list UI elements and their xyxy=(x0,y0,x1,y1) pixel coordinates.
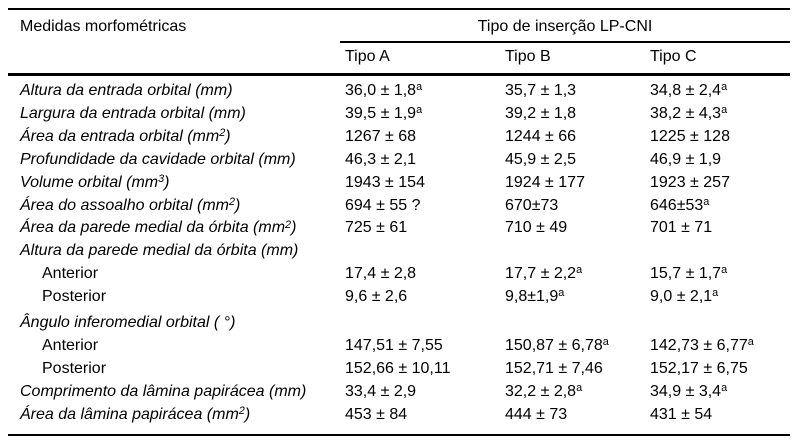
table-row: Posterior 152,66 ± 10,11 152,71 ± 7,46 152,… xyxy=(8,358,790,381)
table-group-row: Altura da parede medial da órbita (mm) xyxy=(8,240,790,263)
row-label: Área da lâmina papirácea (mm2) xyxy=(20,404,251,423)
row-label: Volume orbital (mm3) xyxy=(20,172,170,191)
value-cell-tipo-c: 15,7 ± 1,7a xyxy=(650,264,728,283)
row-label: Posterior xyxy=(42,288,107,306)
table-row: Área da lâmina papirácea (mm2) 453 ± 84 44… xyxy=(8,404,790,435)
header-row-subcolumns: Tipo A Tipo B Tipo C xyxy=(8,42,791,76)
table-row: Comprimento da lâmina papirácea (mm) 33,4… xyxy=(8,381,790,404)
table-row: Anterior 147,51 ± 7,55 150,87 ± 6,78a 142,7… xyxy=(8,335,790,358)
value-cell-tipo-b xyxy=(500,309,645,335)
value-cell-tipo-b: 17,7 ± 2,2a xyxy=(505,264,583,283)
value-cell-tipo-b: 710 ± 49 xyxy=(505,219,568,237)
table-row: Área da entrada orbital (mm2) 1267 ± 68 12… xyxy=(8,126,790,149)
row-label: Altura da parede medial da órbita (mm) xyxy=(20,242,299,260)
value-cell-tipo-c: 34,8 ± 2,4a xyxy=(650,81,728,99)
value-cell-tipo-a: 725 ± 61 xyxy=(345,219,408,237)
value-cell-tipo-a: 9,6 ± 2,6 xyxy=(345,288,408,306)
value-cell-tipo-a xyxy=(340,240,500,263)
value-cell-tipo-a xyxy=(340,309,500,335)
row-label: Posterior xyxy=(42,359,107,377)
value-cell-tipo-c: 152,17 ± 6,75 xyxy=(650,359,748,377)
table-body: Altura da entrada orbital (mm) 36,0 ± 1,8… xyxy=(8,75,790,435)
row-label: Altura da entrada orbital (mm) xyxy=(20,82,233,99)
value-cell-tipo-b: 39,2 ± 1,8 xyxy=(505,104,577,122)
table-row: Volume orbital (mm3) 1943 ± 154 1924 ± 177… xyxy=(8,172,790,195)
value-cell-tipo-b: 9,8±1,9a xyxy=(505,287,565,306)
morphometric-measures-table: Medidas morfométricas Tipo de inserção L… xyxy=(8,8,791,436)
table-row: Anterior 17,4 ± 2,8 17,7 ± 2,2a 15,7 ± 1,7a xyxy=(8,263,790,286)
value-cell-tipo-a: 36,0 ± 1,8a xyxy=(345,81,423,99)
table-row: Posterior 9,6 ± 2,6 9,8±1,9a 9,0 ± 2,1a xyxy=(8,286,790,309)
row-label: Anterior xyxy=(42,336,99,354)
column-header-tipo-c: Tipo C xyxy=(645,42,791,76)
row-label: Área do assoalho orbital (mm2) xyxy=(20,195,241,214)
row-label: Largura da entrada orbital (mm) xyxy=(20,104,246,122)
value-cell-tipo-a: 39,5 ± 1,9a xyxy=(345,104,423,122)
value-cell-tipo-b: 670±73 xyxy=(505,196,559,214)
column-header-measures: Medidas morfométricas xyxy=(8,9,340,76)
value-cell-tipo-b: 152,71 ± 7,46 xyxy=(505,359,603,377)
value-cell-tipo-a: 453 ± 84 xyxy=(345,405,408,423)
header-row-main: Medidas morfométricas Tipo de inserção L… xyxy=(8,9,791,76)
row-label: Profundidade da cavidade orbital (mm) xyxy=(20,150,296,168)
value-cell-tipo-b: 1244 ± 66 xyxy=(505,127,577,145)
value-cell-tipo-c: 1923 ± 257 xyxy=(650,173,730,191)
value-cell-tipo-a: 1943 ± 154 xyxy=(345,173,425,191)
value-cell-tipo-c: 431 ± 54 xyxy=(650,405,713,423)
value-cell-tipo-b: 32,2 ± 2,8a xyxy=(505,381,583,400)
row-label: Área da parede medial da órbita (mm2) xyxy=(20,218,297,237)
row-label: Área da entrada orbital (mm2) xyxy=(20,126,231,145)
value-cell-tipo-a: 152,66 ± 10,11 xyxy=(345,359,451,377)
value-cell-tipo-b: 1924 ± 177 xyxy=(505,173,585,191)
table-row: Área do assoalho orbital (mm2) 694 ± 55 ?… xyxy=(8,195,790,218)
value-cell-tipo-b: 150,87 ± 6,78a xyxy=(505,336,609,354)
value-cell-tipo-b: 45,9 ± 2,5 xyxy=(505,150,577,168)
row-label: Ângulo inferomedial orbital ( °) xyxy=(20,314,236,332)
value-cell-tipo-c: 646±53a xyxy=(650,195,710,214)
table-row: Área da parede medial da órbita (mm2) 725… xyxy=(8,217,790,240)
table-group-row: Ângulo inferomedial orbital ( °) xyxy=(8,309,790,335)
value-cell-tipo-c: 701 ± 71 xyxy=(650,219,713,237)
column-header-tipo-a: Tipo A xyxy=(340,42,500,76)
value-cell-tipo-a: 147,51 ± 7,55 xyxy=(345,336,443,354)
value-cell-tipo-b xyxy=(500,240,645,263)
column-header-tipo-b: Tipo B xyxy=(500,42,645,76)
value-cell-tipo-a: 1267 ± 68 xyxy=(345,127,417,145)
table-row: Profundidade da cavidade orbital (mm) 46,… xyxy=(8,149,790,172)
table-row: Altura da entrada orbital (mm) 36,0 ± 1,8… xyxy=(8,75,790,103)
table-header: Medidas morfométricas Tipo de inserção L… xyxy=(8,9,791,76)
value-cell-tipo-a: 46,3 ± 2,1 xyxy=(345,150,417,168)
value-cell-tipo-c: 142,73 ± 6,77a xyxy=(650,336,754,354)
table-row: Largura da entrada orbital (mm) 39,5 ± 1,… xyxy=(8,103,790,126)
row-label: Anterior xyxy=(42,265,99,283)
value-cell-tipo-c: 38,2 ± 4,3a xyxy=(650,104,728,122)
value-cell-tipo-c xyxy=(645,309,790,335)
value-cell-tipo-b: 35,7 ± 1,3 xyxy=(505,82,577,99)
value-cell-tipo-a: 694 ± 55 ? xyxy=(345,196,421,214)
value-cell-tipo-b: 444 ± 73 xyxy=(505,405,568,423)
value-cell-tipo-c: 9,0 ± 2,1a xyxy=(650,287,719,306)
column-group-header-insertion-type: Tipo de inserção LP-CNI xyxy=(340,9,791,43)
value-cell-tipo-c xyxy=(645,240,790,263)
value-cell-tipo-a: 17,4 ± 2,8 xyxy=(345,265,417,283)
value-cell-tipo-c: 46,9 ± 1,9 xyxy=(650,150,722,168)
value-cell-tipo-c: 34,9 ± 3,4a xyxy=(650,381,728,400)
value-cell-tipo-a: 33,4 ± 2,9 xyxy=(345,382,417,400)
row-label: Comprimento da lâmina papirácea (mm) xyxy=(20,382,307,400)
value-cell-tipo-c: 1225 ± 128 xyxy=(650,127,730,145)
